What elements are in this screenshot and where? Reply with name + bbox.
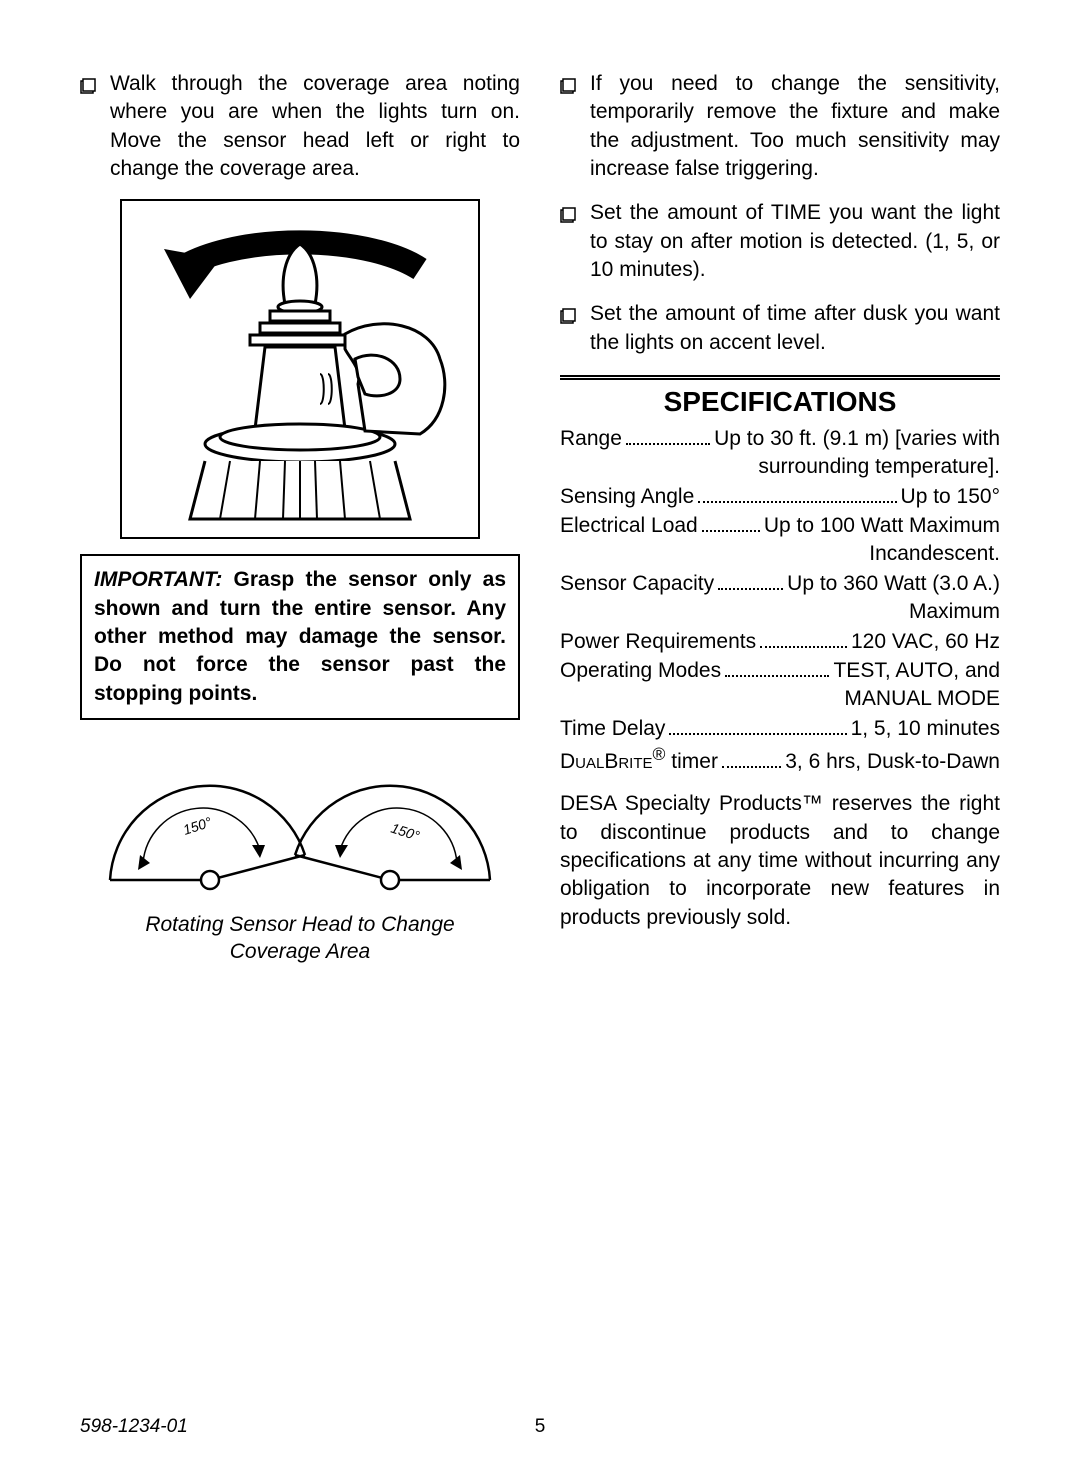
spec-row: Sensing Angle Up to 150° — [560, 482, 1000, 511]
leader-dots — [760, 627, 847, 648]
angle-label-2: 150° — [389, 820, 422, 844]
spec-value-cont: MANUAL MODE — [560, 685, 1000, 713]
spec-label: Operating Modes — [560, 657, 721, 685]
checkbox-icon — [560, 304, 578, 332]
leader-dots — [718, 569, 783, 590]
sensor-figure — [80, 199, 520, 544]
spec-row: Operating Modes TEST, AUTO, and — [560, 656, 1000, 685]
specs-list: Range Up to 30 ft. (9.1 m) [varies withsu… — [560, 424, 1000, 743]
spec-row: Power Requirements 120 VAC, 60 Hz — [560, 627, 1000, 656]
figure-caption: Rotating Sensor Head to Change Coverage … — [80, 911, 520, 966]
spec-label: Power Requirements — [560, 628, 756, 656]
spec-label: Sensing Angle — [560, 483, 694, 511]
checkbox-icon — [560, 203, 578, 231]
spec-value-cont: surrounding temperature]. — [560, 453, 1000, 481]
spec-value: Up to 100 Watt Maximum — [764, 512, 1000, 540]
bullet-item: Walk through the coverage area noting wh… — [80, 70, 520, 183]
spec-row: Electrical Load Up to 100 Watt Maximum — [560, 511, 1000, 540]
spec-row: Sensor Capacity Up to 360 Watt (3.0 A.) — [560, 569, 1000, 598]
bullet-text: If you need to change the sensitivity, t… — [590, 70, 1000, 183]
coverage-figure: 150° 150° Rotating Sensor Head to Change… — [80, 750, 520, 966]
spec-label: Sensor Capacity — [560, 570, 714, 598]
spec-value: 3, 6 hrs, Dusk-to-Dawn — [785, 748, 1000, 776]
spec-label: Time Delay — [560, 715, 665, 743]
spec-value: Up to 150° — [901, 483, 1000, 511]
disclaimer-text: DESA Specialty Products™ reserves the ri… — [560, 790, 1000, 932]
spec-value: 1, 5, 10 minutes — [851, 715, 1000, 743]
page-footer: 598-1234-01 5 598-1234-01 — [80, 1416, 1000, 1438]
leader-dots — [669, 714, 846, 735]
spec-value: Up to 30 ft. (9.1 m) [varies with — [714, 425, 1000, 453]
sensor-svg — [120, 199, 480, 539]
spec-value: Up to 360 Watt (3.0 A.) — [787, 570, 1000, 598]
leader-dots — [626, 424, 710, 445]
checkbox-icon — [80, 74, 98, 102]
leader-dots — [702, 511, 760, 532]
spec-label: Range — [560, 425, 622, 453]
spec-value: TEST, AUTO, and — [833, 657, 1000, 685]
important-box: IMPORTANT: Grasp the sensor only as show… — [80, 554, 520, 720]
spec-row: Time Delay 1, 5, 10 minutes — [560, 714, 1000, 743]
spec-value-cont: Incandescent. — [560, 540, 1000, 568]
document-number: 598-1234-01 — [80, 1416, 188, 1438]
leader-dots — [698, 482, 896, 503]
bullet-item: Set the amount of time after dusk you wa… — [560, 300, 1000, 357]
two-column-layout: Walk through the coverage area noting wh… — [80, 70, 1000, 976]
left-column: Walk through the coverage area noting wh… — [80, 70, 520, 976]
bullet-text: Walk through the coverage area noting wh… — [110, 70, 520, 183]
right-column: If you need to change the sensitivity, t… — [560, 70, 1000, 976]
bullet-text: Set the amount of TIME you want the ligh… — [590, 199, 1000, 284]
spec-heading: SPECIFICATIONS — [560, 386, 1000, 418]
leader-dots — [725, 656, 829, 677]
bullet-item: If you need to change the sensitivity, t… — [560, 70, 1000, 183]
page-number: 5 — [535, 1416, 546, 1438]
spec-label: DualBrite® timer — [560, 743, 718, 776]
bullet-item: Set the amount of TIME you want the ligh… — [560, 199, 1000, 284]
leader-dots — [722, 747, 781, 768]
spec-value: 120 VAC, 60 Hz — [851, 628, 1000, 656]
spec-row: DualBrite® timer 3, 6 hrs, Dusk-to-Dawn — [560, 743, 1000, 776]
coverage-svg: 150° 150° — [90, 750, 510, 900]
spec-value-cont: Maximum — [560, 598, 1000, 626]
important-label: IMPORTANT: — [94, 568, 222, 591]
bullet-text: Set the amount of time after dusk you wa… — [590, 300, 1000, 357]
spec-row: Range Up to 30 ft. (9.1 m) [varies with — [560, 424, 1000, 453]
spec-label: Electrical Load — [560, 512, 698, 540]
section-rule — [560, 375, 1000, 380]
checkbox-icon — [560, 74, 578, 102]
angle-label-1: 150° — [181, 814, 214, 838]
